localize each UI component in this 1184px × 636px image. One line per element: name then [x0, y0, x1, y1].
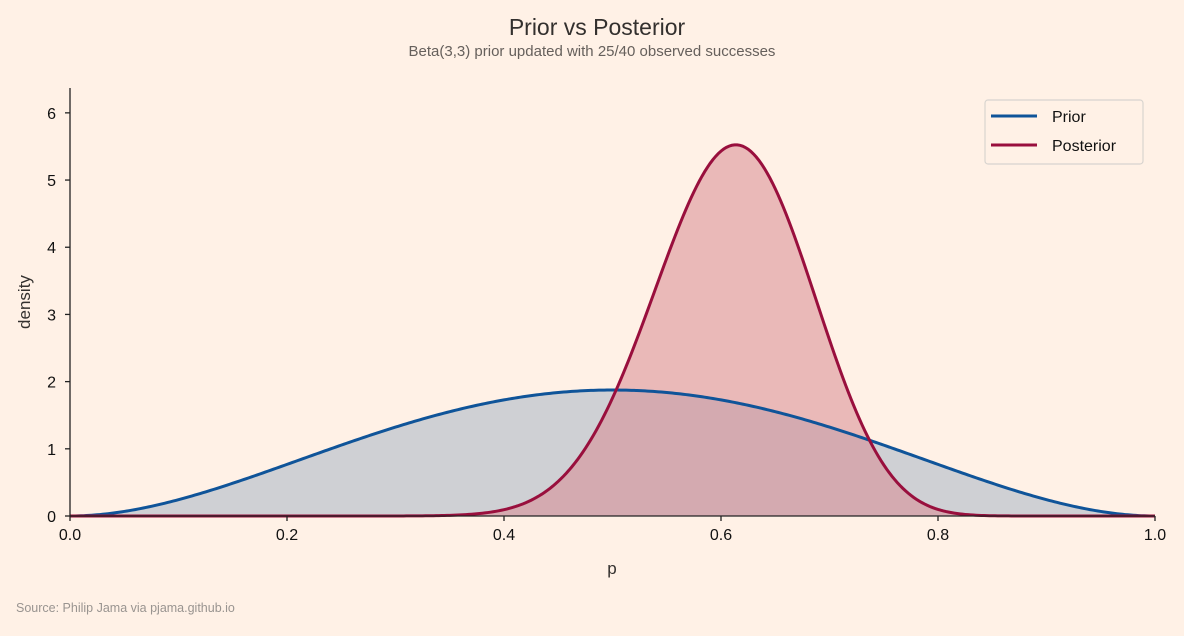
- chart-title: Prior vs Posterior: [509, 14, 686, 40]
- x-tick-label: 0.2: [276, 527, 298, 544]
- x-tick-label: 0.8: [927, 527, 949, 544]
- y-tick-label: 2: [47, 375, 56, 392]
- line-prior: [69, 388, 1156, 518]
- x-tick-label: 0.4: [493, 527, 515, 544]
- chart-subtitle: Beta(3,3) prior updated with 25/40 obser…: [409, 43, 776, 60]
- source-note: Source: Philip Jama via pjama.github.io: [16, 601, 235, 615]
- area-posterior: [70, 144, 1155, 516]
- x-tick-label: 1.0: [1144, 527, 1166, 544]
- y-tick-label: 4: [47, 240, 56, 257]
- y-ticks: 0 1 2 3 4 5 6: [47, 106, 70, 526]
- legend-label-prior: Prior: [1052, 109, 1086, 126]
- legend-label-posterior: Posterior: [1052, 138, 1117, 155]
- y-tick-label: 6: [47, 106, 56, 123]
- legend: Prior Posterior: [984, 99, 1144, 165]
- x-tick-label: 0.0: [59, 527, 81, 544]
- y-tick-label: 5: [47, 173, 56, 190]
- plot-area: [70, 144, 1155, 516]
- x-ticks: 0.0 0.2 0.4 0.6 0.8 1.0: [59, 516, 1166, 544]
- y-tick-label: 0: [47, 509, 56, 526]
- y-tick-label: 1: [47, 442, 56, 459]
- x-tick-label: 0.6: [710, 527, 732, 544]
- y-axis-label: density: [15, 275, 34, 329]
- y-tick-label: 3: [47, 307, 56, 324]
- x-axis-label: p: [607, 559, 616, 578]
